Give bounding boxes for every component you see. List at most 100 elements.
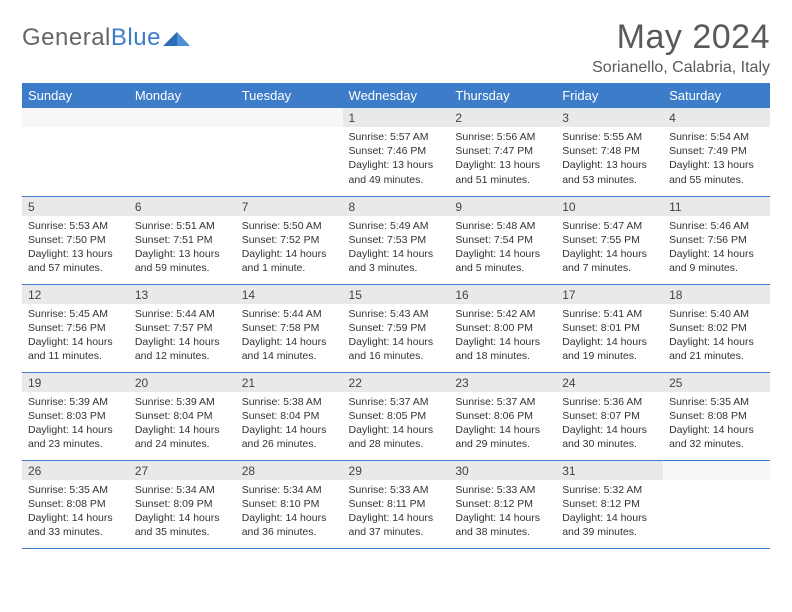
daylight-line: Daylight: 14 hours and 12 minutes.	[135, 335, 230, 363]
calendar-cell: 17Sunrise: 5:41 AMSunset: 8:01 PMDayligh…	[556, 284, 663, 372]
sunrise-line: Sunrise: 5:37 AM	[455, 395, 550, 409]
sunset-line: Sunset: 7:55 PM	[562, 233, 657, 247]
calendar-cell	[236, 108, 343, 196]
day-detail: Sunrise: 5:49 AMSunset: 7:53 PMDaylight:…	[343, 216, 450, 280]
sunrise-line: Sunrise: 5:40 AM	[669, 307, 764, 321]
day-detail: Sunrise: 5:42 AMSunset: 8:00 PMDaylight:…	[449, 304, 556, 368]
location: Sorianello, Calabria, Italy	[592, 59, 770, 77]
day-detail: Sunrise: 5:55 AMSunset: 7:48 PMDaylight:…	[556, 127, 663, 191]
sunrise-line: Sunrise: 5:38 AM	[242, 395, 337, 409]
daylight-line: Daylight: 14 hours and 3 minutes.	[349, 247, 444, 275]
sunset-line: Sunset: 7:46 PM	[349, 144, 444, 158]
day-number: 22	[343, 373, 450, 392]
daylight-line: Daylight: 13 hours and 55 minutes.	[669, 158, 764, 186]
sunset-line: Sunset: 7:54 PM	[455, 233, 550, 247]
sunset-line: Sunset: 8:07 PM	[562, 409, 657, 423]
sunrise-line: Sunrise: 5:45 AM	[28, 307, 123, 321]
daylight-line: Daylight: 14 hours and 18 minutes.	[455, 335, 550, 363]
day-detail: Sunrise: 5:33 AMSunset: 8:11 PMDaylight:…	[343, 480, 450, 544]
daylight-line: Daylight: 14 hours and 16 minutes.	[349, 335, 444, 363]
sunset-line: Sunset: 7:56 PM	[669, 233, 764, 247]
weekday-header: Sunday	[22, 83, 129, 108]
logo-text-gray: General	[22, 24, 111, 51]
sunset-line: Sunset: 8:09 PM	[135, 497, 230, 511]
day-number: 24	[556, 373, 663, 392]
sunrise-line: Sunrise: 5:39 AM	[135, 395, 230, 409]
calendar-cell: 4Sunrise: 5:54 AMSunset: 7:49 PMDaylight…	[663, 108, 770, 196]
day-detail: Sunrise: 5:44 AMSunset: 7:58 PMDaylight:…	[236, 304, 343, 368]
sunset-line: Sunset: 8:04 PM	[135, 409, 230, 423]
day-number: 30	[449, 461, 556, 480]
day-number	[663, 461, 770, 480]
daylight-line: Daylight: 13 hours and 51 minutes.	[455, 158, 550, 186]
calendar-cell: 6Sunrise: 5:51 AMSunset: 7:51 PMDaylight…	[129, 196, 236, 284]
daylight-line: Daylight: 14 hours and 11 minutes.	[28, 335, 123, 363]
day-detail: Sunrise: 5:57 AMSunset: 7:46 PMDaylight:…	[343, 127, 450, 191]
day-detail: Sunrise: 5:38 AMSunset: 8:04 PMDaylight:…	[236, 392, 343, 456]
sunrise-line: Sunrise: 5:37 AM	[349, 395, 444, 409]
daylight-line: Daylight: 14 hours and 9 minutes.	[669, 247, 764, 275]
day-detail: Sunrise: 5:36 AMSunset: 8:07 PMDaylight:…	[556, 392, 663, 456]
calendar-week-row: 1Sunrise: 5:57 AMSunset: 7:46 PMDaylight…	[22, 108, 770, 196]
sunrise-line: Sunrise: 5:41 AM	[562, 307, 657, 321]
daylight-line: Daylight: 14 hours and 1 minute.	[242, 247, 337, 275]
daylight-line: Daylight: 14 hours and 23 minutes.	[28, 423, 123, 451]
daylight-line: Daylight: 14 hours and 39 minutes.	[562, 511, 657, 539]
calendar-cell: 5Sunrise: 5:53 AMSunset: 7:50 PMDaylight…	[22, 196, 129, 284]
day-number: 15	[343, 285, 450, 304]
day-number: 4	[663, 108, 770, 127]
daylight-line: Daylight: 14 hours and 5 minutes.	[455, 247, 550, 275]
calendar-week-row: 19Sunrise: 5:39 AMSunset: 8:03 PMDayligh…	[22, 372, 770, 460]
sunrise-line: Sunrise: 5:33 AM	[349, 483, 444, 497]
sunrise-line: Sunrise: 5:49 AM	[349, 219, 444, 233]
day-number: 25	[663, 373, 770, 392]
day-detail	[663, 480, 770, 540]
sunset-line: Sunset: 8:02 PM	[669, 321, 764, 335]
calendar-week-row: 26Sunrise: 5:35 AMSunset: 8:08 PMDayligh…	[22, 460, 770, 548]
logo: GeneralBlue	[22, 18, 191, 52]
calendar-cell: 15Sunrise: 5:43 AMSunset: 7:59 PMDayligh…	[343, 284, 450, 372]
logo-mark-icon	[163, 28, 191, 48]
header: GeneralBlue May 2024 Sorianello, Calabri…	[22, 18, 770, 77]
day-detail: Sunrise: 5:37 AMSunset: 8:05 PMDaylight:…	[343, 392, 450, 456]
sunrise-line: Sunrise: 5:36 AM	[562, 395, 657, 409]
sunrise-line: Sunrise: 5:33 AM	[455, 483, 550, 497]
sunrise-line: Sunrise: 5:53 AM	[28, 219, 123, 233]
day-number: 29	[343, 461, 450, 480]
sunset-line: Sunset: 7:53 PM	[349, 233, 444, 247]
sunrise-line: Sunrise: 5:35 AM	[28, 483, 123, 497]
day-detail: Sunrise: 5:35 AMSunset: 8:08 PMDaylight:…	[22, 480, 129, 544]
weekday-header: Tuesday	[236, 83, 343, 108]
weekday-header: Thursday	[449, 83, 556, 108]
calendar-week-row: 12Sunrise: 5:45 AMSunset: 7:56 PMDayligh…	[22, 284, 770, 372]
daylight-line: Daylight: 14 hours and 26 minutes.	[242, 423, 337, 451]
day-number: 20	[129, 373, 236, 392]
day-detail: Sunrise: 5:46 AMSunset: 7:56 PMDaylight:…	[663, 216, 770, 280]
sunset-line: Sunset: 7:58 PM	[242, 321, 337, 335]
day-number: 3	[556, 108, 663, 127]
sunset-line: Sunset: 7:48 PM	[562, 144, 657, 158]
sunrise-line: Sunrise: 5:48 AM	[455, 219, 550, 233]
calendar-cell: 14Sunrise: 5:44 AMSunset: 7:58 PMDayligh…	[236, 284, 343, 372]
daylight-line: Daylight: 14 hours and 28 minutes.	[349, 423, 444, 451]
sunrise-line: Sunrise: 5:32 AM	[562, 483, 657, 497]
day-detail: Sunrise: 5:41 AMSunset: 8:01 PMDaylight:…	[556, 304, 663, 368]
day-number: 16	[449, 285, 556, 304]
day-number: 14	[236, 285, 343, 304]
day-detail: Sunrise: 5:33 AMSunset: 8:12 PMDaylight:…	[449, 480, 556, 544]
day-detail: Sunrise: 5:34 AMSunset: 8:10 PMDaylight:…	[236, 480, 343, 544]
weekday-header: Friday	[556, 83, 663, 108]
calendar-cell: 8Sunrise: 5:49 AMSunset: 7:53 PMDaylight…	[343, 196, 450, 284]
sunset-line: Sunset: 8:12 PM	[455, 497, 550, 511]
day-number: 19	[22, 373, 129, 392]
daylight-line: Daylight: 14 hours and 30 minutes.	[562, 423, 657, 451]
calendar-cell: 22Sunrise: 5:37 AMSunset: 8:05 PMDayligh…	[343, 372, 450, 460]
month-title: May 2024	[592, 18, 770, 57]
day-detail: Sunrise: 5:39 AMSunset: 8:04 PMDaylight:…	[129, 392, 236, 456]
day-detail	[236, 127, 343, 187]
logo-text-blue: Blue	[111, 24, 161, 51]
sunset-line: Sunset: 7:59 PM	[349, 321, 444, 335]
calendar-cell: 16Sunrise: 5:42 AMSunset: 8:00 PMDayligh…	[449, 284, 556, 372]
day-number: 23	[449, 373, 556, 392]
day-detail: Sunrise: 5:43 AMSunset: 7:59 PMDaylight:…	[343, 304, 450, 368]
